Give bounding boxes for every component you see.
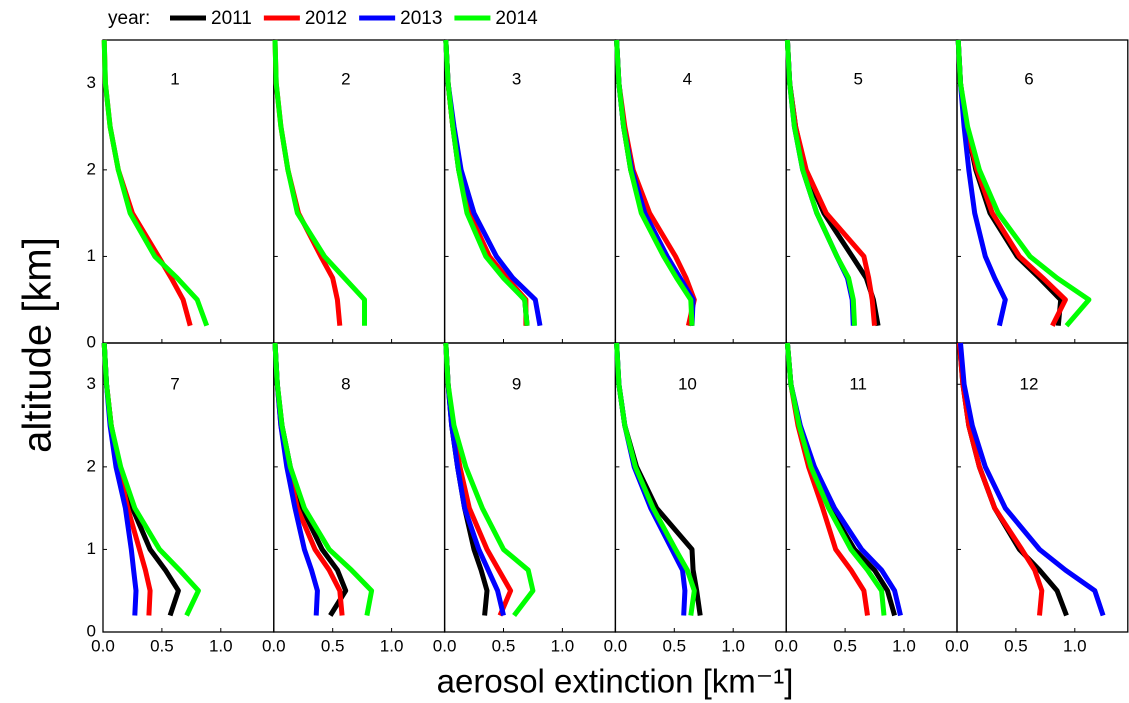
legend-title: year: — [108, 8, 150, 29]
profile-line — [443, 342, 514, 617]
profile-line — [272, 39, 367, 326]
profile-line — [614, 342, 688, 616]
y-tick-label: 1 — [87, 246, 96, 265]
profile-line — [272, 342, 375, 616]
profile-line — [272, 39, 343, 326]
x-tick-label: 0.0 — [604, 636, 628, 655]
panel-frame — [102, 39, 275, 344]
legend-label: 2014 — [495, 8, 538, 29]
panel-title: 5 — [853, 69, 862, 88]
profile-line — [784, 342, 887, 616]
x-tick-label: 0.5 — [662, 636, 686, 655]
panel-title: 4 — [683, 69, 692, 88]
panel-title: 9 — [512, 374, 521, 393]
panel-title: 1 — [170, 69, 179, 88]
x-tick-label: 0.5 — [150, 636, 174, 655]
panel-title: 8 — [341, 374, 350, 393]
profile-line — [784, 342, 898, 617]
profile-line — [784, 342, 903, 617]
y-tick-label: 2 — [87, 456, 96, 475]
profile-line — [101, 39, 210, 327]
legend-label: 2013 — [400, 8, 442, 29]
panel-title: 2 — [341, 69, 350, 88]
x-tick-label: 0.0 — [433, 636, 457, 655]
profile-line — [443, 342, 506, 617]
x-tick-label: 1.0 — [380, 636, 404, 655]
x-tick-label: 1.0 — [1063, 636, 1087, 655]
y-axis-label: altitude [km] — [16, 237, 60, 453]
x-axis-label: aerosol extinction [km⁻¹] — [437, 663, 794, 700]
profile-line — [614, 39, 695, 326]
x-tick-label: 0.0 — [262, 636, 286, 655]
x-tick-label: 1.0 — [892, 636, 916, 655]
x-tick-label: 0.5 — [1004, 636, 1028, 655]
profile-line — [272, 342, 345, 616]
x-tick-label: 0.0 — [774, 636, 798, 655]
profile-line — [101, 342, 181, 617]
profile-line — [443, 342, 536, 618]
legend-label: 2011 — [211, 8, 252, 29]
x-tick-label: 0.0 — [91, 636, 115, 655]
profile-line — [955, 39, 1068, 327]
panel-title: 6 — [1024, 69, 1033, 88]
x-tick-label: 0.5 — [321, 636, 345, 655]
y-tick-label: 1 — [87, 539, 96, 558]
x-tick-label: 1.0 — [721, 636, 745, 655]
profile-line — [443, 342, 490, 616]
profile-line — [784, 39, 857, 326]
x-tick-label: 0.5 — [833, 636, 857, 655]
panel-frame — [785, 342, 958, 633]
y-tick-label: 3 — [87, 73, 96, 92]
x-tick-label: 1.0 — [209, 636, 233, 655]
profile-line — [614, 342, 697, 616]
panel-title: 7 — [170, 374, 179, 393]
profile-line — [443, 39, 530, 326]
profile-line — [784, 39, 856, 326]
panel-title: 12 — [1020, 374, 1039, 393]
panel-title: 3 — [512, 69, 521, 88]
panel-frame — [956, 342, 1129, 633]
x-tick-label: 0.0 — [945, 636, 969, 655]
y-tick-label: 3 — [87, 374, 96, 393]
x-tick-label: 0.5 — [492, 636, 516, 655]
profile-line — [101, 342, 201, 617]
profile-line — [784, 39, 881, 327]
y-tick-label: 2 — [87, 159, 96, 178]
panel-title: 10 — [678, 374, 697, 393]
profile-line — [956, 342, 1069, 617]
panel-title: 11 — [849, 374, 867, 393]
y-tick-label: 0 — [87, 332, 96, 351]
profile-line — [958, 342, 1106, 617]
legend-label: 2012 — [305, 8, 347, 29]
x-tick-label: 1.0 — [551, 636, 575, 655]
profile-line — [955, 39, 1092, 328]
y-tick-label: 0 — [87, 621, 96, 640]
